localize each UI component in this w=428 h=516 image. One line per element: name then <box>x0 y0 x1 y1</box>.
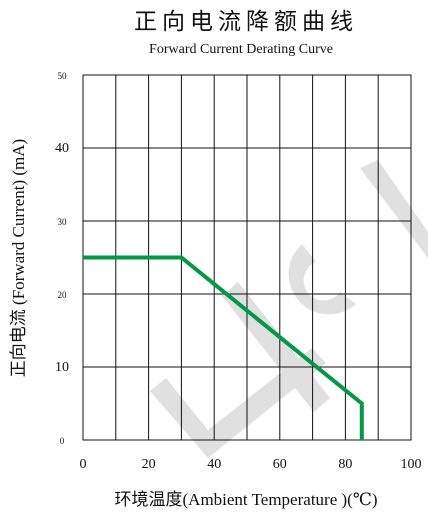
y-tick-label: 30 <box>58 217 68 227</box>
x-tick-label: 100 <box>401 457 422 472</box>
x-tick-label: 80 <box>338 457 352 472</box>
x-tick-label: 40 <box>207 457 221 472</box>
watermark <box>150 160 428 458</box>
chart-subtitle: Forward Current Derating Curve <box>149 42 333 57</box>
y-tick-label: 10 <box>55 360 69 375</box>
y-tick-label: 40 <box>55 141 69 156</box>
x-axis-label: 环境温度(Ambient Temperature )(℃) <box>115 490 378 509</box>
y-tick-label: 50 <box>58 71 68 81</box>
x-tick-label: 0 <box>80 457 87 472</box>
y-tick-label: 0 <box>60 436 65 446</box>
x-axis-ticks: 0 20 40 60 80 100 <box>80 457 422 472</box>
y-axis-label: 正向电流 (Forward Current) (mA) <box>9 139 28 377</box>
watermark-letter-i-2 <box>360 160 428 258</box>
watermark-letter-l <box>150 348 326 458</box>
x-tick-label: 60 <box>273 457 287 472</box>
x-tick-label: 20 <box>142 457 156 472</box>
y-axis-ticks: 0 10 20 30 40 50 <box>55 71 69 446</box>
watermark-letter-g <box>288 244 356 315</box>
series-line-0 <box>83 255 364 440</box>
y-tick-label: 20 <box>58 290 68 300</box>
chart-title: 正向电流降额曲线 <box>134 9 358 35</box>
series-layer <box>83 255 364 440</box>
